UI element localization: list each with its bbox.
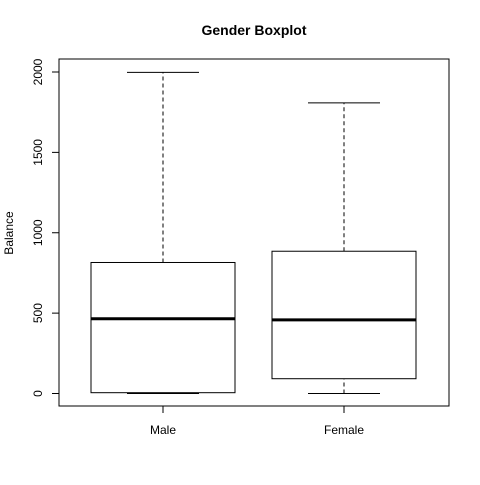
- y-axis-label: Balance: [2, 211, 16, 255]
- chart-title: Gender Boxplot: [201, 22, 306, 38]
- boxes-group: [90, 71, 417, 394]
- y-axis: 0 500 1000 1500 2000: [31, 58, 60, 397]
- y-tick-label-1500: 1500: [31, 139, 45, 166]
- y-tick-label-1000: 1000: [31, 219, 45, 246]
- y-tick-label-2000: 2000: [31, 58, 45, 85]
- box-male: [90, 71, 236, 394]
- y-tick-label-0: 0: [31, 390, 45, 397]
- x-axis: Male Female: [150, 405, 364, 437]
- iqr-box-male: [90, 261, 236, 394]
- y-tick-label-500: 500: [31, 303, 45, 323]
- box-female: [271, 102, 417, 394]
- x-tick-label-female: Female: [324, 423, 364, 437]
- x-tick-label-male: Male: [150, 423, 176, 437]
- iqr-box-female: [271, 250, 417, 380]
